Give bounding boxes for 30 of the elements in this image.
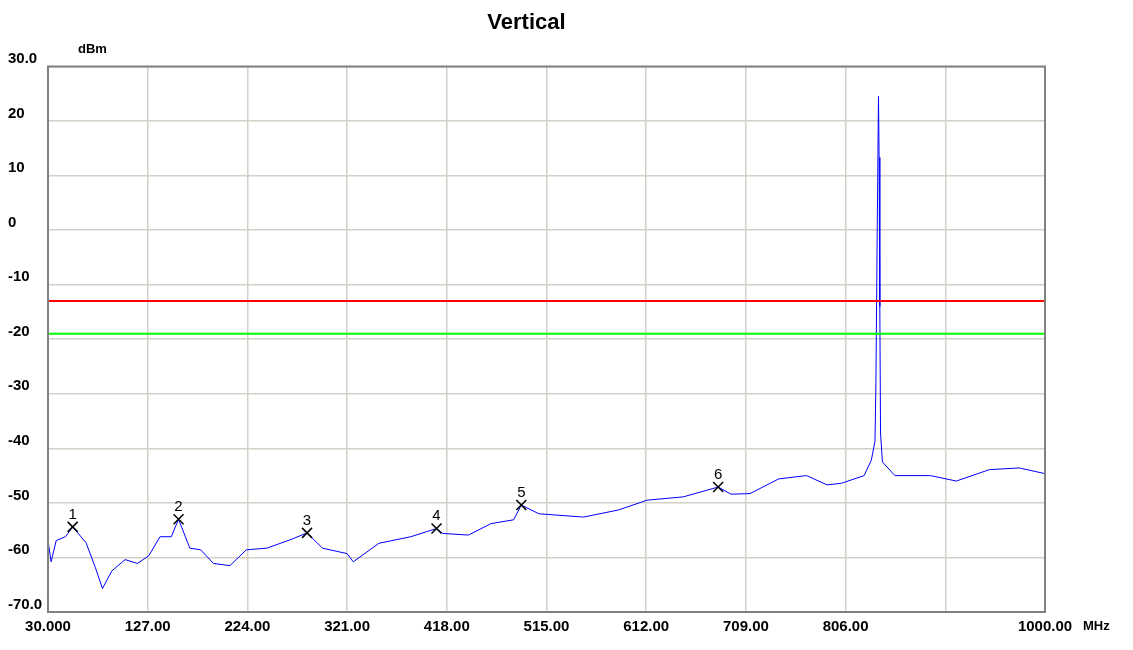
y-axis-title: dBm <box>78 41 107 57</box>
x-tick-label: 515.00 <box>523 617 570 635</box>
x-axis-title: MHz <box>1083 618 1111 634</box>
x-tick-label: 612.00 <box>623 617 670 635</box>
x-tick-label: 418.00 <box>423 617 470 635</box>
annotation: 3 <box>302 510 312 528</box>
x-tick-label: 30.000 <box>25 617 71 635</box>
y-tick-label: 0 <box>8 212 17 230</box>
y-tick-label: -70.0 <box>8 594 43 612</box>
x-tick-label: 709.00 <box>722 617 769 635</box>
annotation: 5 <box>517 482 526 500</box>
x-tick-label: 806.00 <box>822 617 869 635</box>
annotation: 1 <box>68 504 77 522</box>
y-tick-label: -30 <box>8 376 30 394</box>
annotation: 4 <box>432 506 441 524</box>
y-tick-label: -50 <box>8 485 30 503</box>
annotation: 2 <box>174 496 183 514</box>
y-tick-label: 20 <box>8 103 25 121</box>
x-tick-label: 224.00 <box>224 617 271 635</box>
x-tick-label: 1000.00 <box>1017 617 1073 635</box>
chart-title: Vertical <box>487 9 566 35</box>
x-tick-label: 127.00 <box>124 617 171 635</box>
y-tick-label: -20 <box>8 321 30 339</box>
x-tick-label: 321.00 <box>324 617 371 635</box>
y-tick-label: 30.0 <box>8 49 38 67</box>
y-tick-label: 10 <box>8 158 25 176</box>
y-tick-label: -10 <box>8 267 30 285</box>
annotation: 6 <box>713 464 723 482</box>
y-tick-label: -60 <box>8 540 30 558</box>
y-tick-label: -40 <box>8 430 30 448</box>
